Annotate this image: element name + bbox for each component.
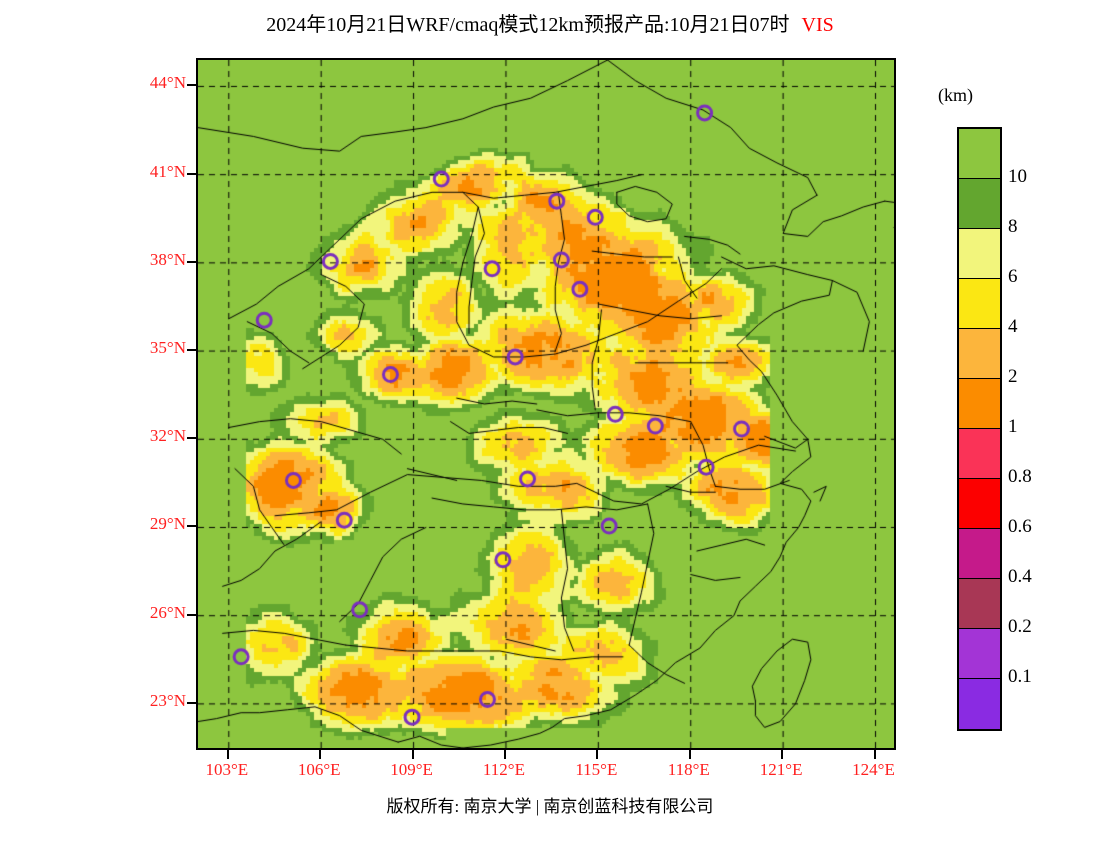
colorbar-band[interactable] bbox=[959, 379, 1000, 429]
colorbar-tick-label: 0.2 bbox=[1008, 616, 1032, 637]
colorbar-band[interactable] bbox=[959, 429, 1000, 479]
colorbar-band[interactable] bbox=[959, 479, 1000, 529]
colorbar-tick-label: 0.4 bbox=[1008, 566, 1032, 587]
x-axis-label: 118°E bbox=[667, 760, 710, 779]
x-axis-tick bbox=[873, 750, 876, 759]
colorbar-band[interactable] bbox=[959, 329, 1000, 379]
y-axis-label: 32°N bbox=[149, 426, 186, 446]
visibility-heatmap-canvas[interactable] bbox=[198, 60, 894, 748]
colorbar-band[interactable] bbox=[959, 129, 1000, 179]
colorbar[interactable] bbox=[957, 127, 1002, 731]
colorbar-tick-label: 4 bbox=[1008, 316, 1018, 337]
copyright-footer: 版权所有: 南京大学 | 南京创蓝科技有限公司 bbox=[386, 797, 714, 816]
x-axis-tick bbox=[781, 750, 784, 759]
colorbar-tick-label: 6 bbox=[1008, 266, 1018, 287]
x-axis-label: 112°E bbox=[482, 760, 525, 779]
colorbar-band[interactable] bbox=[959, 529, 1000, 579]
colorbar-band[interactable] bbox=[959, 629, 1000, 679]
y-axis-tick bbox=[187, 525, 196, 528]
y-axis-tick bbox=[187, 437, 196, 440]
y-axis-tick bbox=[187, 613, 196, 616]
x-axis-tick bbox=[596, 750, 599, 759]
x-axis-label: 115°E bbox=[575, 760, 618, 779]
y-axis-tick bbox=[187, 172, 196, 175]
colorbar-band[interactable] bbox=[959, 229, 1000, 279]
x-axis-tick bbox=[411, 750, 414, 759]
colorbar-unit-label: (km) bbox=[938, 85, 973, 105]
y-axis-label: 41°N bbox=[149, 161, 186, 181]
x-axis-label: 106°E bbox=[297, 760, 341, 779]
colorbar-band[interactable] bbox=[959, 279, 1000, 329]
x-axis-tick bbox=[319, 750, 322, 759]
page-title: 2024年10月21日WRF/cmaq模式12km预报产品:10月21日07时 V… bbox=[0, 8, 1100, 37]
y-axis-tick bbox=[187, 349, 196, 352]
colorbar-band[interactable] bbox=[959, 679, 1000, 729]
x-axis-tick bbox=[503, 750, 506, 759]
y-axis-label: 44°N bbox=[149, 73, 186, 93]
title-variable-text: VIS bbox=[801, 14, 834, 36]
x-axis-label: 124°E bbox=[852, 760, 895, 779]
y-axis-label: 29°N bbox=[149, 514, 186, 534]
y-axis-label: 35°N bbox=[149, 338, 186, 358]
x-axis-tick bbox=[226, 750, 229, 759]
y-axis-label: 26°N bbox=[149, 602, 186, 622]
forecast-map[interactable] bbox=[196, 58, 896, 750]
y-axis-label: 38°N bbox=[149, 249, 186, 269]
colorbar-tick-label: 8 bbox=[1008, 216, 1018, 237]
colorbar-band[interactable] bbox=[959, 579, 1000, 629]
colorbar-tick-label: 0.8 bbox=[1008, 466, 1032, 487]
x-axis-label: 109°E bbox=[390, 760, 433, 779]
x-axis-label: 121°E bbox=[759, 760, 803, 779]
y-axis-label: 23°N bbox=[149, 690, 186, 710]
title-main-text: 2024年10月21日WRF/cmaq模式12km预报产品:10月21日07时 bbox=[266, 14, 790, 36]
colorbar-tick-label: 0.6 bbox=[1008, 516, 1032, 537]
colorbar-tick-label: 10 bbox=[1008, 166, 1027, 187]
colorbar-tick-label: 0.1 bbox=[1008, 666, 1032, 687]
y-axis-tick bbox=[187, 701, 196, 704]
y-axis-tick bbox=[187, 260, 196, 263]
colorbar-band[interactable] bbox=[959, 179, 1000, 229]
x-axis-label: 103°E bbox=[205, 760, 249, 779]
y-axis-tick bbox=[187, 84, 196, 87]
colorbar-tick-label: 2 bbox=[1008, 366, 1018, 387]
colorbar-tick-label: 1 bbox=[1008, 416, 1018, 437]
x-axis-tick bbox=[688, 750, 691, 759]
